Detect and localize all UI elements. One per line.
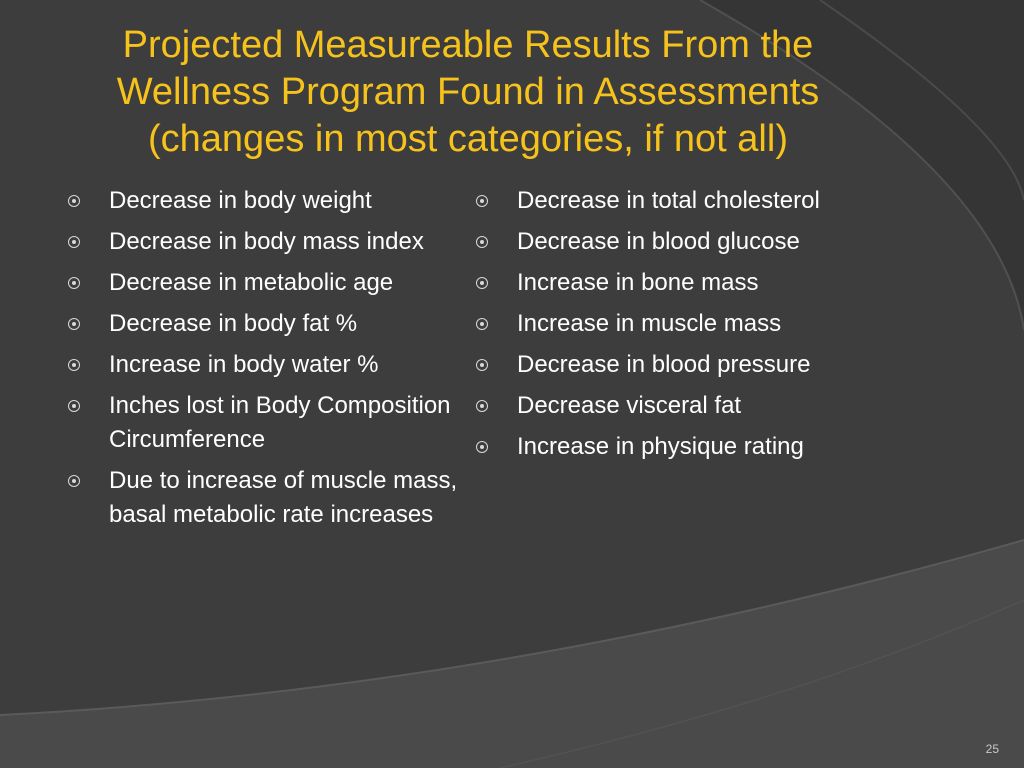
list-item-text: Increase in muscle mass	[517, 310, 782, 337]
circled-dot-icon	[476, 277, 488, 289]
list-item-text: Inches lost in Body Composition Circumfe…	[109, 392, 451, 453]
list-item-text: Decrease in metabolic age	[109, 269, 394, 296]
list-item: Increase in muscle mass	[474, 307, 904, 341]
circled-dot-icon	[476, 359, 488, 371]
list-item: Decrease visceral fat	[474, 389, 904, 423]
list-item: Decrease in blood glucose	[474, 225, 904, 259]
list-item-text: Decrease in blood glucose	[517, 228, 800, 255]
circled-dot-icon	[476, 195, 488, 207]
slide-title: Projected Measureable Results From the W…	[40, 22, 896, 163]
background-bottom-arc-line	[0, 539, 1024, 716]
list-item-text: Decrease in body mass index	[109, 228, 424, 255]
list-item-text: Increase in physique rating	[517, 433, 804, 460]
circled-dot-icon	[68, 236, 80, 248]
list-item: Decrease in body mass index	[66, 225, 466, 259]
circled-dot-icon	[68, 475, 80, 487]
list-item-text: Due to increase of muscle mass, basal me…	[109, 467, 458, 528]
circled-dot-icon	[68, 400, 80, 412]
list-item-text: Decrease visceral fat	[517, 392, 742, 419]
list-item: Increase in physique rating	[474, 430, 904, 464]
list-item-text: Decrease in total cholesterol	[517, 187, 820, 214]
background-arc-line-1	[699, 0, 1024, 331]
list-item-text: Decrease in body weight	[109, 187, 372, 214]
background-bottom-band	[0, 540, 1024, 768]
right-bullet-list: Decrease in total cholesterol Decrease i…	[474, 184, 904, 471]
list-item: Decrease in metabolic age	[66, 266, 466, 300]
list-item: Decrease in total cholesterol	[474, 184, 904, 218]
circled-dot-icon	[68, 277, 80, 289]
list-item: Increase in body water %	[66, 348, 466, 382]
circled-dot-icon	[68, 318, 80, 330]
circled-dot-icon	[476, 236, 488, 248]
title-line-2: Wellness Program Found in Assessments	[116, 71, 820, 113]
list-item: Increase in bone mass	[474, 266, 904, 300]
slide-number: 25	[985, 742, 999, 756]
list-item-text: Decrease in blood pressure	[517, 351, 811, 378]
left-bullet-list: Decrease in body weight Decrease in body…	[66, 184, 466, 539]
background-band-outer	[700, 0, 1024, 330]
background-bottom-inner-arc	[499, 599, 1024, 768]
title-line-3: (changes in most categories, if not all)	[148, 118, 788, 160]
list-item-text: Increase in body water %	[109, 351, 379, 378]
list-item: Due to increase of muscle mass, basal me…	[66, 464, 466, 532]
list-item-text: Decrease in body fat %	[109, 310, 358, 337]
list-item: Decrease in blood pressure	[474, 348, 904, 382]
circled-dot-icon	[476, 441, 488, 453]
list-item: Decrease in body weight	[66, 184, 466, 218]
list-item: Inches lost in Body Composition Circumfe…	[66, 389, 466, 457]
circled-dot-icon	[68, 359, 80, 371]
title-line-1: Projected Measureable Results From the	[122, 24, 814, 66]
circled-dot-icon	[68, 195, 80, 207]
circled-dot-icon	[476, 318, 488, 330]
circled-dot-icon	[476, 400, 488, 412]
list-item-text: Increase in bone mass	[517, 269, 759, 296]
background-arc-line-2	[819, 0, 1024, 201]
list-item: Decrease in body fat %	[66, 307, 466, 341]
